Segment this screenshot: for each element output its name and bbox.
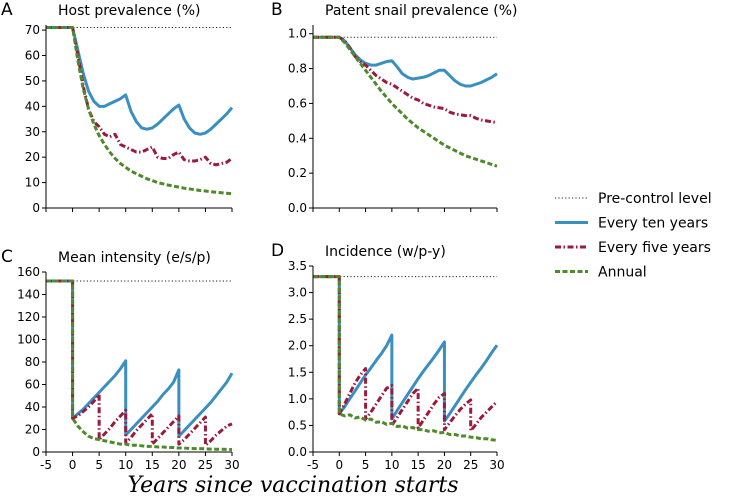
panel-letter: C <box>1 247 13 267</box>
panel-title: Patent snail prevalence (%) <box>325 3 517 19</box>
x-tick-label: 15 <box>145 458 160 472</box>
panel-title: Host prevalence (%) <box>58 3 201 19</box>
series-annual <box>46 26 233 196</box>
y-tick-label: 0.2 <box>288 166 307 180</box>
y-tick-label: 40 <box>25 99 40 113</box>
y-tick-label: 0.0 <box>288 201 307 215</box>
x-tick-label: 10 <box>384 458 399 472</box>
legend-item: Every ten years <box>555 216 708 232</box>
y-tick-label: 1.0 <box>288 392 307 406</box>
x-tick-label: 0 <box>335 458 343 472</box>
panel-letter: D <box>271 241 284 261</box>
series-every-five-years <box>313 275 499 433</box>
y-tick-label: 3.5 <box>288 259 307 273</box>
y-tick-label: 0.6 <box>288 96 307 110</box>
series-every-five-years <box>313 35 498 125</box>
x-tick-label: 30 <box>224 458 239 472</box>
series-every-ten-years <box>46 26 234 136</box>
series-every-five-years <box>46 26 233 167</box>
legend-item: Every five years <box>555 240 711 256</box>
series-every-five-years <box>46 279 233 447</box>
y-tick-label: 10 <box>25 176 40 190</box>
x-tick-label: -5 <box>40 458 52 472</box>
legend-label: Every ten years <box>598 216 708 232</box>
panel-title: Mean intensity (e/s/p) <box>58 250 211 266</box>
legend: Pre-control level Every ten years Every fi… <box>555 191 712 281</box>
y-tick-label: 20 <box>25 150 40 164</box>
x-tick-label: 25 <box>463 458 478 472</box>
series-annual <box>46 279 233 452</box>
y-tick-label: 0.0 <box>288 445 307 459</box>
y-tick-label: 60 <box>25 49 40 63</box>
y-tick-label: 0.8 <box>288 62 307 76</box>
series-every-ten-years <box>46 279 234 438</box>
y-tick-label: 0 <box>32 201 40 215</box>
y-tick-label: 140 <box>17 288 40 302</box>
series-every-ten-years <box>313 275 499 423</box>
series-annual <box>313 35 498 168</box>
legend-label: Pre-control level <box>598 191 712 207</box>
x-tick-label: 5 <box>362 458 370 472</box>
y-tick-label: 2.0 <box>288 339 307 353</box>
y-tick-label: 1.5 <box>288 365 307 379</box>
x-tick-label: 0 <box>69 458 77 472</box>
x-tick-label: 20 <box>171 458 186 472</box>
x-tick-label: 25 <box>198 458 213 472</box>
y-tick-label: 20 <box>25 423 40 437</box>
legend-label: Annual <box>598 265 647 281</box>
y-tick-label: 50 <box>25 74 40 88</box>
y-tick-label: 0 <box>32 445 40 459</box>
x-tick-label: -5 <box>307 458 319 472</box>
y-tick-label: 0.5 <box>288 418 307 432</box>
legend-item: Annual <box>555 265 647 281</box>
y-tick-label: 30 <box>25 125 40 139</box>
panel-b: B Patent snail prevalence (%) 0.0 0.2 0.4 0.6… <box>271 0 517 215</box>
y-tick-label: 3.0 <box>288 286 307 300</box>
panel-c: C Mean intensity (e/s/p)02040608010012014… <box>1 247 240 472</box>
x-tick-label: 5 <box>95 458 103 472</box>
legend-item: Pre-control level <box>555 191 712 207</box>
y-tick-label: 60 <box>25 378 40 392</box>
x-tick-label: 20 <box>437 458 452 472</box>
panel-letter: B <box>271 0 283 20</box>
x-axis-label: Years since vaccination starts <box>127 473 458 498</box>
legend-label: Every five years <box>598 240 711 256</box>
y-tick-label: 160 <box>17 265 40 279</box>
x-tick-label: 30 <box>489 458 504 472</box>
panel-letter: A <box>1 0 13 20</box>
y-tick-label: 120 <box>17 310 40 324</box>
panel-a: A Host prevalence (%) 0 10 20 30 40 50 60 70 <box>1 0 234 215</box>
x-tick-label: 15 <box>411 458 426 472</box>
panel-title: Incidence (w/p-y) <box>325 244 446 260</box>
y-tick-label: 70 <box>25 23 40 37</box>
y-tick-label: 80 <box>25 355 40 369</box>
series-annual <box>313 275 498 442</box>
y-tick-label: 100 <box>17 333 40 347</box>
y-tick-label: 2.5 <box>288 312 307 326</box>
panel-d: D Incidence (w/p-y) 0.0 0.5 1.0 1.5 2.0 2.5 3.0 3… <box>271 241 505 472</box>
x-tick-label: 10 <box>118 458 133 472</box>
y-tick-label: 40 <box>25 400 40 414</box>
y-tick-label: 0.4 <box>288 131 307 145</box>
series-every-ten-years <box>313 35 498 88</box>
y-tick-label: 1.0 <box>288 27 307 41</box>
